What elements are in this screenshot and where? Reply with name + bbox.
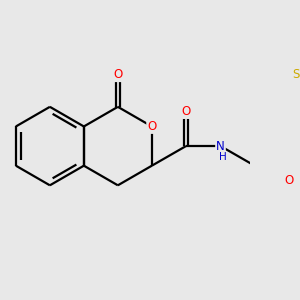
Text: O: O xyxy=(113,68,122,81)
Text: N: N xyxy=(216,140,225,153)
Text: S: S xyxy=(292,68,300,81)
Text: H: H xyxy=(219,152,227,162)
Text: O: O xyxy=(182,105,190,118)
Text: O: O xyxy=(284,174,293,187)
Text: O: O xyxy=(147,120,157,133)
